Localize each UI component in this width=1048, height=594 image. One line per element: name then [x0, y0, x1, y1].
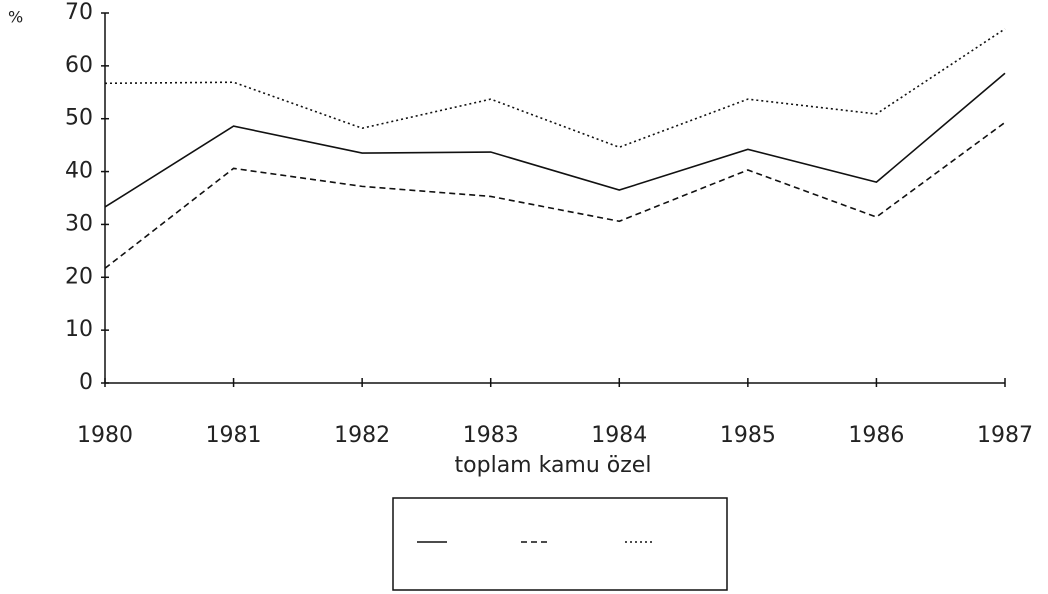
y-tick-label: 10 — [65, 317, 93, 342]
x-tick-label: 1987 — [977, 423, 1033, 448]
y-tick-label: 0 — [79, 370, 93, 395]
y-tick-label: 70 — [65, 0, 93, 25]
legend-box — [392, 497, 728, 591]
x-tick-label: 1985 — [720, 423, 776, 448]
y-axis-label: % — [8, 8, 23, 27]
x-axis-label: toplam kamu özel — [455, 453, 652, 478]
x-tick-label: 1983 — [463, 423, 519, 448]
series-line — [104, 28, 1006, 149]
series-line — [104, 121, 1006, 269]
x-tick-label: 1982 — [334, 423, 390, 448]
y-tick-label: 20 — [65, 264, 93, 289]
y-tick-label: 50 — [65, 106, 93, 131]
y-tick-label: 30 — [65, 211, 93, 236]
x-tick-label: 1984 — [591, 423, 647, 448]
x-tick-label: 1986 — [848, 423, 904, 448]
y-tick-label: 60 — [65, 53, 93, 78]
x-tick-label: 1980 — [77, 423, 133, 448]
series-line — [104, 72, 1006, 208]
y-tick-label: 40 — [65, 159, 93, 184]
x-tick-label: 1981 — [206, 423, 262, 448]
